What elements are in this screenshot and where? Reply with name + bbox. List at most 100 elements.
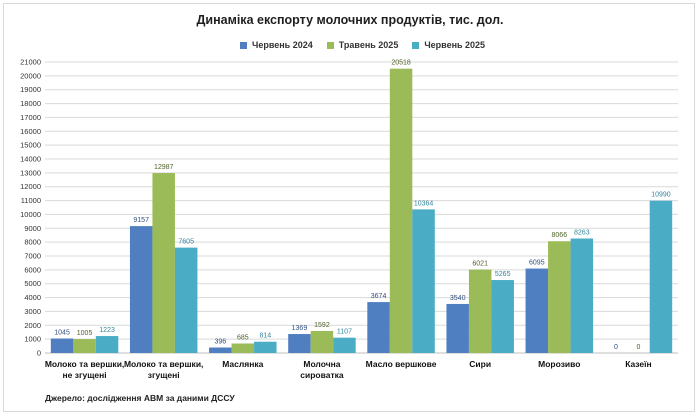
bar (491, 280, 514, 353)
legend-label: Червень 2025 (424, 40, 486, 50)
category-label-line: згущені (148, 370, 180, 380)
category-label: Молоко та вершки, згущені (124, 359, 203, 380)
data-label: 0 (614, 344, 618, 351)
y-tick-label: 17000 (20, 113, 41, 122)
bar (152, 173, 175, 353)
y-tick-label: 5000 (24, 279, 41, 288)
data-label: 6021 (472, 261, 488, 268)
bar (95, 336, 119, 353)
chart-title: Динаміка експорту молочних продуктів, ти… (196, 13, 504, 27)
y-tick-label: 15000 (20, 141, 41, 150)
data-label: 814 (259, 333, 271, 340)
y-tick-label: 21000 (20, 58, 41, 67)
y-tick-label: 4000 (24, 293, 41, 302)
y-tick-label: 6000 (24, 265, 41, 274)
bar (548, 241, 571, 353)
y-tick-label: 10000 (20, 210, 41, 219)
bar (310, 330, 334, 353)
y-tick-label: 11000 (21, 196, 41, 205)
category-label-line: Маслянка (222, 359, 263, 369)
legend-swatch (326, 41, 334, 49)
data-label: 1592 (314, 322, 330, 329)
data-label: 10364 (414, 200, 434, 207)
category-label-line: Молоко та вершки, (45, 359, 124, 369)
category-label: Казеїн (625, 359, 652, 369)
y-tick-label: 13000 (20, 168, 41, 177)
data-label: 20518 (391, 60, 411, 67)
bar (649, 200, 673, 353)
data-label: 396 (214, 339, 226, 346)
legend-item-june-2024: Червень 2024 (240, 40, 313, 50)
category-label-line: Казеїн (625, 359, 652, 369)
data-label: 9157 (133, 217, 149, 224)
legend-item-may-2025: Травень 2025 (326, 40, 399, 50)
data-label: 1005 (77, 330, 93, 337)
category-label-line: Морозиво (538, 359, 580, 369)
data-label: 3540 (450, 295, 466, 302)
data-label: 8066 (552, 232, 568, 239)
data-label: 0 (636, 344, 640, 351)
y-tick-label: 8000 (24, 238, 41, 247)
bar (288, 334, 311, 353)
bar (73, 339, 96, 353)
category-label-line: Молочна (303, 359, 340, 369)
data-label: 5265 (495, 271, 511, 278)
legend-label: Червень 2024 (252, 40, 313, 50)
y-tick-label: 2000 (24, 321, 41, 330)
legend-swatch (240, 41, 247, 49)
data-label: 1223 (99, 327, 115, 334)
y-tick-label: 7000 (24, 252, 41, 261)
y-tick-label: 20000 (20, 71, 41, 80)
category-label: Масло вершкове (366, 359, 437, 369)
data-label: 3674 (371, 293, 387, 300)
category-label: Маслянка (222, 359, 263, 369)
category-label-line: Масло вершкове (366, 359, 437, 369)
y-tick-label: 18000 (20, 99, 41, 108)
data-label: 1369 (292, 325, 308, 332)
legend: Червень 2024 Травень 2025 Червень 2025 (240, 40, 485, 50)
bar (254, 341, 277, 353)
category-label-line: Сири (469, 359, 491, 369)
data-label: 685 (237, 335, 249, 342)
data-label: 10990 (651, 192, 671, 199)
y-tick-label: 12000 (20, 182, 41, 191)
bar (446, 303, 469, 353)
bar (209, 347, 232, 353)
category-label-line: сироватка (300, 370, 344, 380)
source-note: Джерело: дослідження АВМ за даними ДССУ (45, 393, 235, 403)
category-label: Морозиво (538, 359, 580, 369)
bar (468, 269, 492, 353)
bar (367, 302, 390, 353)
legend-swatch (412, 41, 420, 49)
y-tick-label: 19000 (20, 85, 41, 94)
legend-item-june-2025: Червень 2025 (412, 40, 485, 50)
bar (525, 268, 549, 353)
bar (412, 209, 435, 353)
category-label: Молочна сироватка (300, 359, 344, 380)
data-label: 1107 (337, 329, 352, 336)
bar (570, 238, 594, 353)
y-tick-label: 0 (37, 349, 41, 358)
category-label-line: не згущені (63, 370, 107, 380)
data-label: 7605 (178, 239, 194, 246)
bar (50, 338, 74, 353)
category-label: Молоко та вершки, не згущені (45, 359, 124, 380)
bar (174, 247, 198, 353)
category-label-line: Молоко та вершки, (124, 359, 203, 369)
y-tick-label: 14000 (20, 155, 41, 164)
y-tick-label: 9000 (24, 224, 41, 233)
legend-label: Травень 2025 (338, 40, 399, 50)
bar (389, 68, 413, 354)
y-tick-label: 16000 (20, 127, 41, 136)
category-label: Сири (469, 359, 491, 369)
data-label: 8263 (574, 229, 590, 236)
bar (129, 226, 153, 353)
y-tick-label: 1000 (24, 335, 41, 344)
data-label: 1045 (54, 330, 70, 337)
bar (231, 343, 255, 353)
y-tick-label: 3000 (24, 307, 41, 316)
data-label: 6095 (529, 260, 545, 267)
data-label: 12987 (154, 164, 174, 171)
bar (333, 337, 356, 353)
